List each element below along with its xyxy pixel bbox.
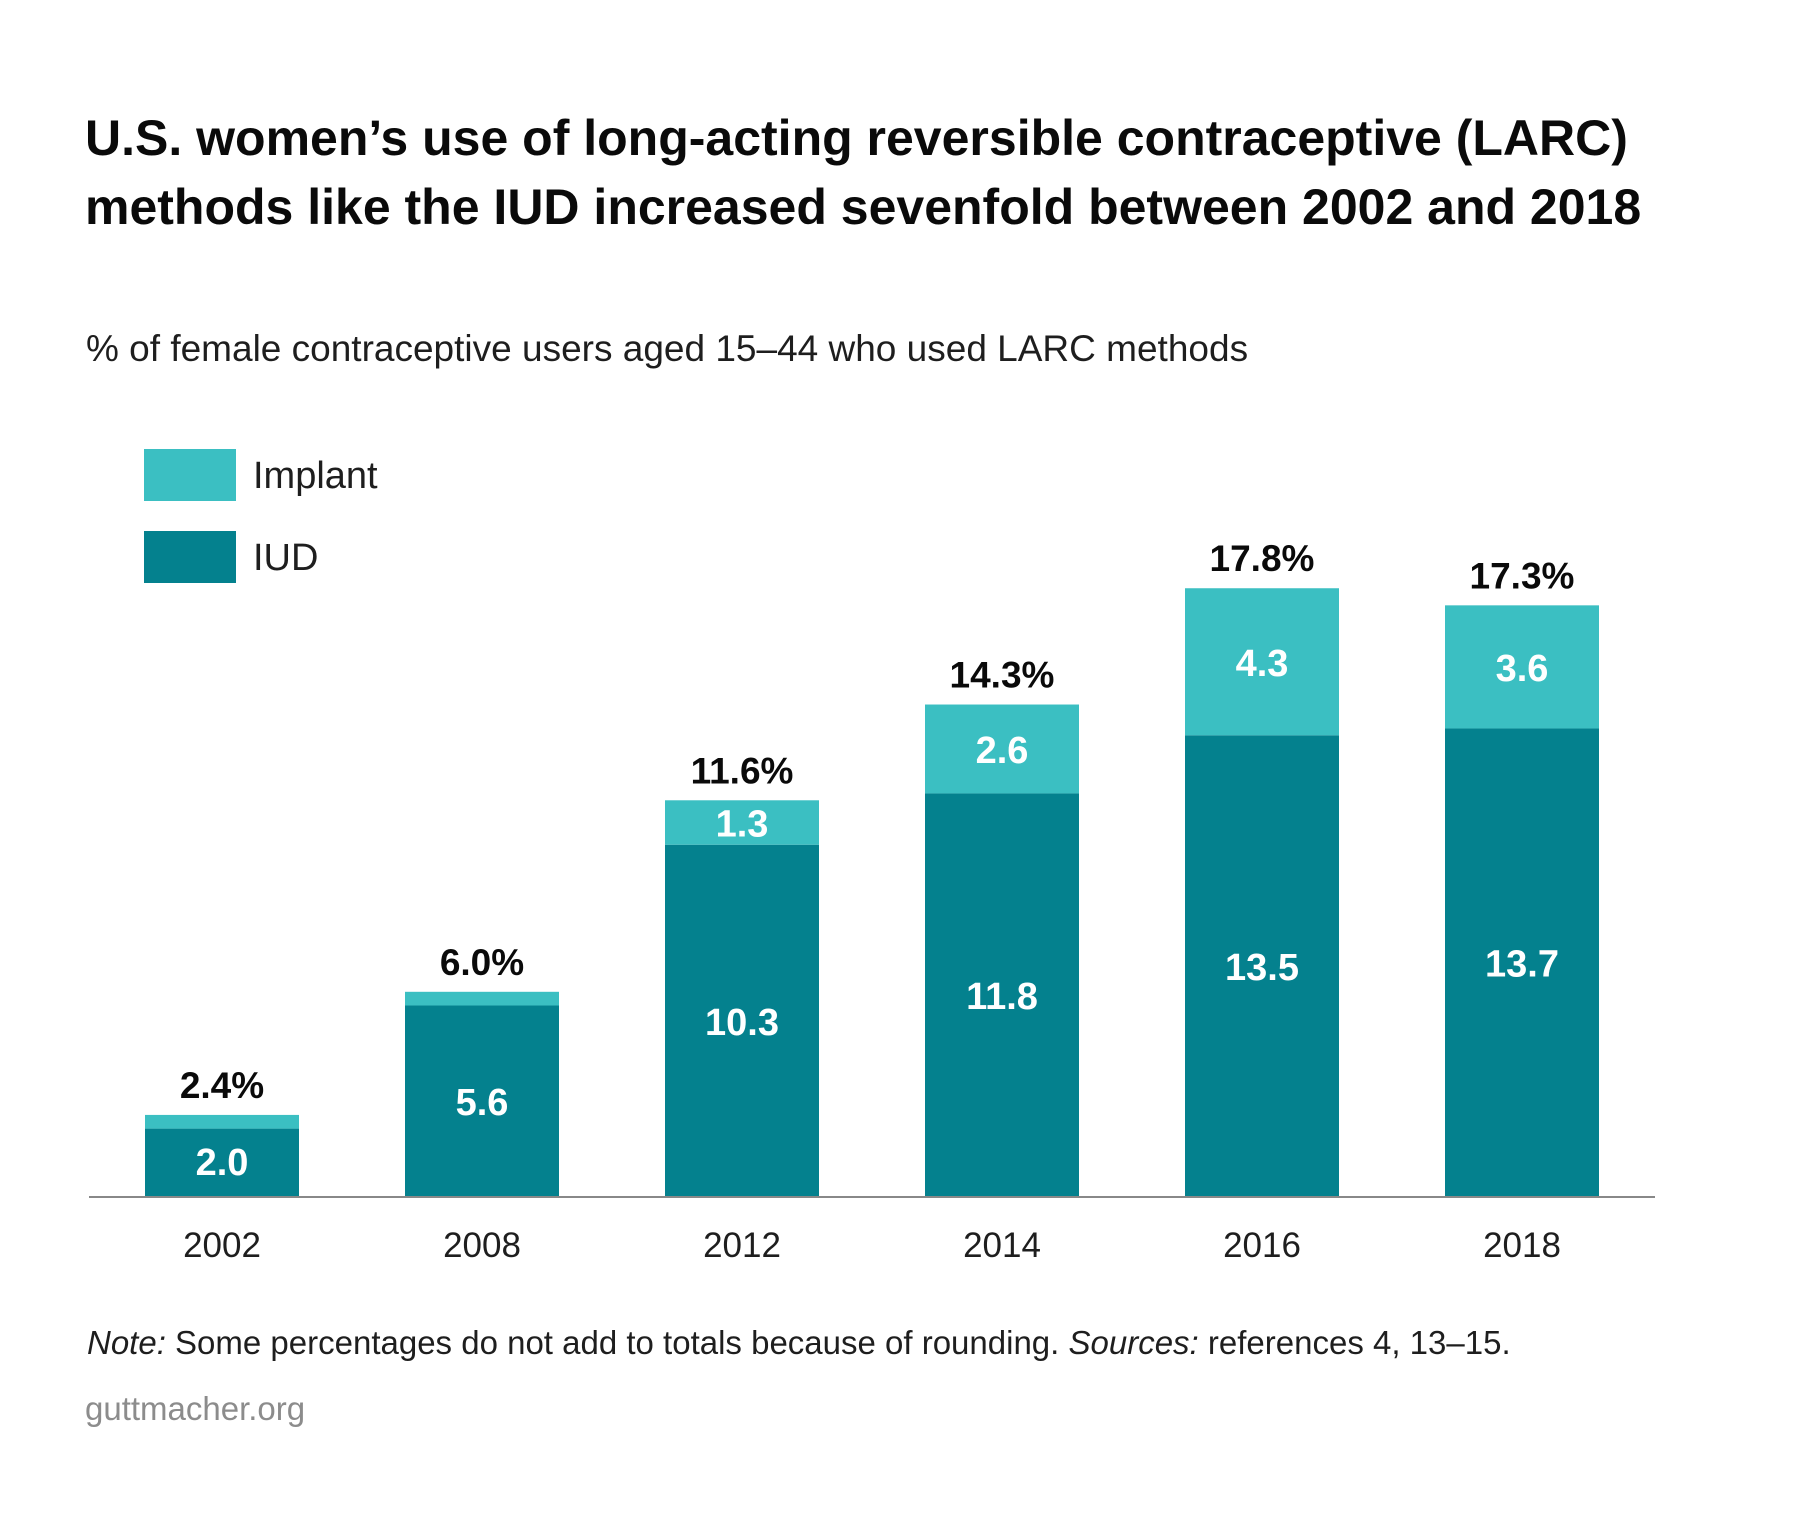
bar-implant-2012 [665, 800, 819, 845]
bar-iud-2002 [145, 1128, 299, 1197]
data-label-iud-2018: 13.7 [1485, 944, 1559, 986]
note-text: Some percentages do not add to totals be… [165, 1324, 1069, 1361]
data-label-implant-2018: 3.6 [1496, 648, 1549, 690]
bar-implant-2002 [145, 1114, 299, 1129]
x-tick-label-2012: 2012 [703, 1226, 781, 1265]
note-label: Note: [87, 1324, 166, 1361]
data-label-implant-2014: 2.6 [976, 730, 1029, 772]
data-label-iud-2002: 2.0 [196, 1142, 249, 1184]
total-label-2014: 14.3% [950, 655, 1055, 696]
sources-label: Sources: [1068, 1324, 1199, 1361]
x-tick-label-2018: 2018 [1483, 1226, 1561, 1265]
sources-text: references 4, 13–15. [1198, 1324, 1511, 1361]
stacked-bar-chart: 2.0 2.4% 2002 5.6 6.0% 2008 10.3 1.3 11.6% 2012 11… [89, 449, 1655, 1265]
chart-note: Note: Some percentages do not add to tot… [87, 1322, 1511, 1364]
legend-swatch-implant [144, 449, 236, 501]
bar-iud-2018 [1445, 728, 1599, 1197]
total-label-2018: 17.3% [1470, 555, 1575, 596]
bar-implant-2008 [405, 991, 559, 1006]
source-site: guttmacher.org [85, 1390, 306, 1427]
bar-iud-2012 [665, 844, 819, 1197]
data-label-iud-2008: 5.6 [456, 1082, 509, 1124]
bar-implant-2014 [925, 704, 1079, 794]
total-label-2016: 17.8% [1210, 538, 1315, 579]
total-label-2012: 11.6% [691, 750, 794, 791]
x-tick-label-2002: 2002 [183, 1226, 261, 1265]
bar-implant-2016 [1185, 588, 1339, 736]
legend-label-implant: Implant [253, 455, 378, 497]
data-label-implant-2016: 4.3 [1236, 643, 1289, 685]
legend-label-iud: IUD [253, 537, 318, 579]
x-tick-label-2008: 2008 [443, 1226, 521, 1265]
bar-iud-2014 [925, 793, 1079, 1197]
legend-swatch-iud [144, 531, 236, 583]
chart-title: U.S. women’s use of long-acting reversib… [85, 110, 1642, 235]
data-label-implant-2012: 1.3 [716, 804, 769, 846]
chart-subtitle: % of female contraceptive users aged 15–… [86, 328, 1249, 369]
total-label-2008: 6.0% [440, 942, 524, 983]
bar-implant-2018 [1445, 605, 1599, 729]
data-label-iud-2014: 11.8 [966, 976, 1038, 1018]
total-label-2002: 2.4% [180, 1065, 264, 1106]
bar-iud-2008 [405, 1005, 559, 1197]
data-label-iud-2016: 13.5 [1225, 947, 1299, 989]
bar-iud-2016 [1185, 735, 1339, 1197]
x-tick-label-2016: 2016 [1223, 1226, 1301, 1265]
x-tick-label-2014: 2014 [963, 1226, 1041, 1265]
data-label-iud-2012: 10.3 [705, 1002, 779, 1044]
